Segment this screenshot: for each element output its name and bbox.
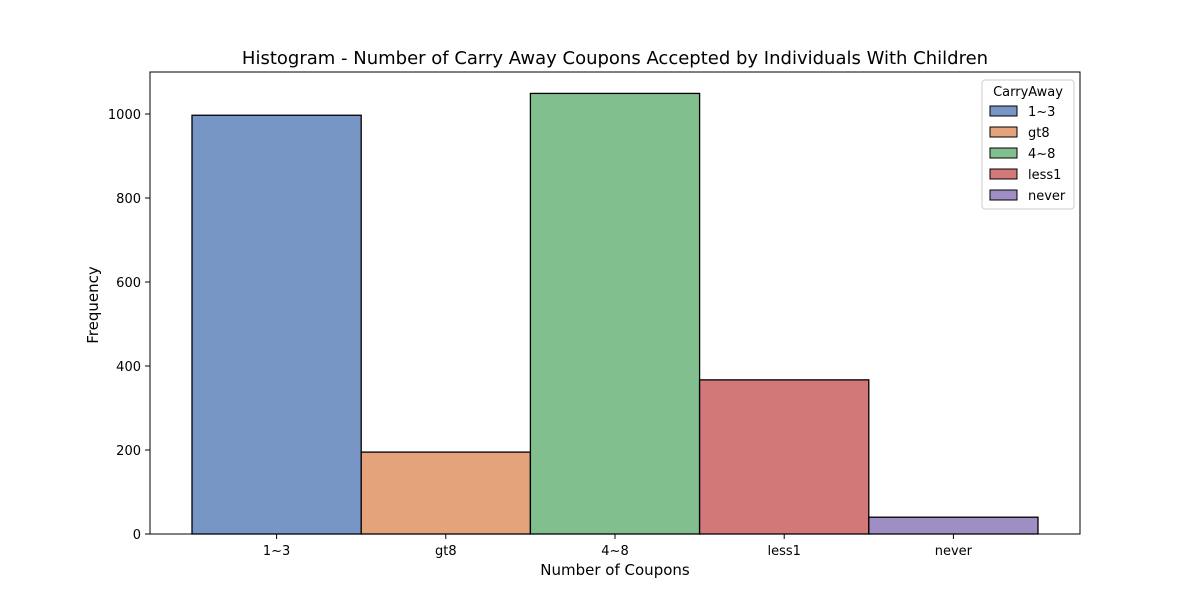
legend-swatch: [989, 168, 1018, 180]
x-tick-label: 1~3: [263, 544, 290, 559]
y-tick-label: 200: [116, 444, 141, 459]
y-tick-label: 1000: [108, 108, 141, 123]
legend: CarryAway 1~3 gt8 4~8 less1 never: [981, 79, 1075, 210]
legend-entry-label: never: [1028, 189, 1066, 204]
legend-swatch: [989, 105, 1018, 117]
x-tick-label: 4~8: [601, 544, 628, 559]
chart-title: Histogram - Number of Carry Away Coupons…: [242, 48, 988, 69]
bar-less1: [698, 379, 870, 535]
x-axis-label: Number of Coupons: [540, 561, 690, 579]
legend-swatch: [989, 147, 1018, 159]
y-axis: 0 200 400 600 800 1000: [108, 108, 150, 543]
legend-swatch: [989, 189, 1018, 201]
x-axis: 1~3 gt8 4~8 less1 never: [263, 534, 973, 559]
y-tick-label: 400: [116, 360, 141, 375]
x-tick-label: less1: [767, 544, 800, 559]
bars-group: [191, 92, 1039, 535]
y-tick-label: 800: [116, 192, 141, 207]
legend-title: CarryAway: [993, 85, 1063, 100]
x-tick-label: gt8: [435, 544, 457, 559]
plot-frame: [149, 71, 1081, 535]
legend-entry-label: less1: [1028, 168, 1061, 183]
y-tick-label: 600: [116, 276, 141, 291]
y-tick-label: 0: [133, 528, 141, 543]
legend-entry-label: 1~3: [1028, 105, 1055, 120]
bar-never: [868, 516, 1039, 535]
x-tick-label: never: [935, 544, 973, 559]
bar-48: [529, 92, 701, 535]
y-axis-label: Frequency: [84, 266, 102, 344]
bar-13: [191, 114, 362, 535]
legend-entry-label: gt8: [1028, 126, 1050, 141]
bar-gt8: [360, 451, 532, 535]
legend-swatch: [989, 126, 1018, 138]
legend-entry-label: 4~8: [1028, 147, 1055, 162]
